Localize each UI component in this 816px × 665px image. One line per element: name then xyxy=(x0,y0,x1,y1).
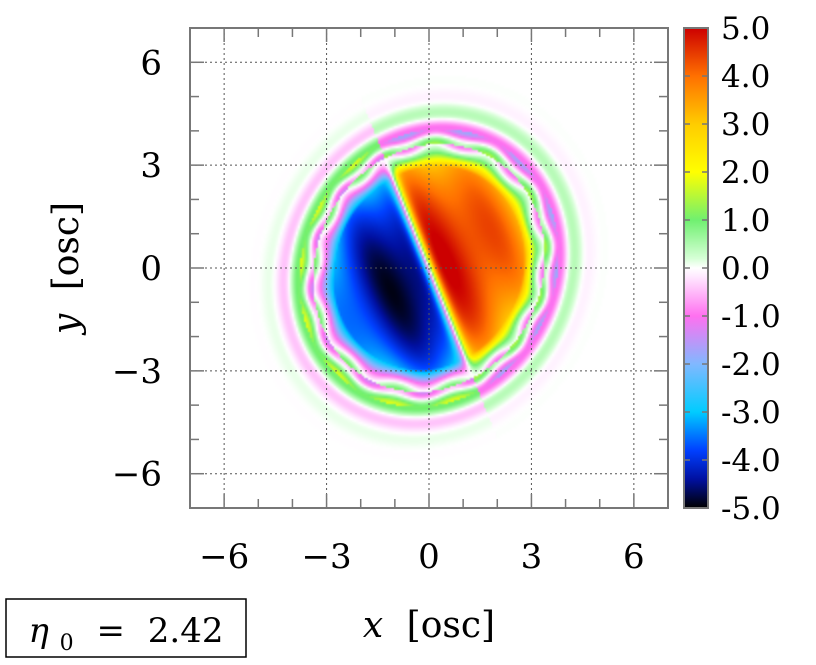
x-axis-var: x xyxy=(363,605,383,646)
annotation-subscript: 0 xyxy=(60,631,74,656)
x-tick-label: −3 xyxy=(302,537,352,577)
y-axis-title: y [osc] xyxy=(46,202,87,336)
colorbar-label: 3.0 xyxy=(721,107,770,143)
x-axis-unit: [osc] xyxy=(407,605,495,646)
x-tick-label: 0 xyxy=(418,537,440,577)
colorbar-label: 2.0 xyxy=(721,155,770,191)
annotation-relation: = xyxy=(96,611,125,651)
plot-frame xyxy=(189,27,669,509)
y-tick-label: 0 xyxy=(140,249,162,289)
x-tick-label: 6 xyxy=(623,537,645,577)
plot-area xyxy=(189,27,669,509)
colorbar-label: 4.0 xyxy=(721,59,770,95)
y-tick-label: −6 xyxy=(112,455,162,495)
x-tick-labels: −6 −3 0 3 6 xyxy=(199,537,645,577)
y-tick-labels: −6 −3 0 3 6 xyxy=(112,43,162,494)
y-tick-label: −3 xyxy=(112,352,162,392)
grid-lines xyxy=(190,28,668,508)
parameter-annotation: η 0 = 2.42 xyxy=(5,598,247,659)
colorbar: 5.0 4.0 3.0 2.0 1.0 0.0 -1.0 -2.0 -3.0 -4.0 -5.0 xyxy=(683,11,781,527)
colorbar-label: -1.0 xyxy=(721,299,781,335)
annotation-text: η 0 = 2.42 xyxy=(28,611,223,659)
x-tick-label: −6 xyxy=(199,537,249,577)
colorbar-label: -4.0 xyxy=(721,443,781,479)
colorbar-label: -5.0 xyxy=(721,491,781,527)
y-tick-label: 3 xyxy=(140,146,162,186)
x-tick-label: 3 xyxy=(521,537,543,577)
annotation-value: 2.42 xyxy=(148,611,224,651)
annotation-box xyxy=(5,598,247,658)
y-axis-var: y xyxy=(46,313,87,336)
colorbar-label: 5.0 xyxy=(721,11,770,47)
colorbar-label: 0.0 xyxy=(721,251,770,287)
colorbar-labels: 5.0 4.0 3.0 2.0 1.0 0.0 -1.0 -2.0 -3.0 -4.0 -5.0 xyxy=(721,11,781,527)
colorbar-label: 1.0 xyxy=(721,203,770,239)
y-axis-unit: [osc] xyxy=(46,202,87,290)
x-axis-title: x [osc] xyxy=(363,605,495,646)
colorbar-label: -3.0 xyxy=(721,395,781,431)
colorbar-ticks xyxy=(684,27,708,509)
colorbar-label: -2.0 xyxy=(721,347,781,383)
y-tick-label: 6 xyxy=(140,43,162,83)
annotation-symbol: η xyxy=(28,611,49,651)
